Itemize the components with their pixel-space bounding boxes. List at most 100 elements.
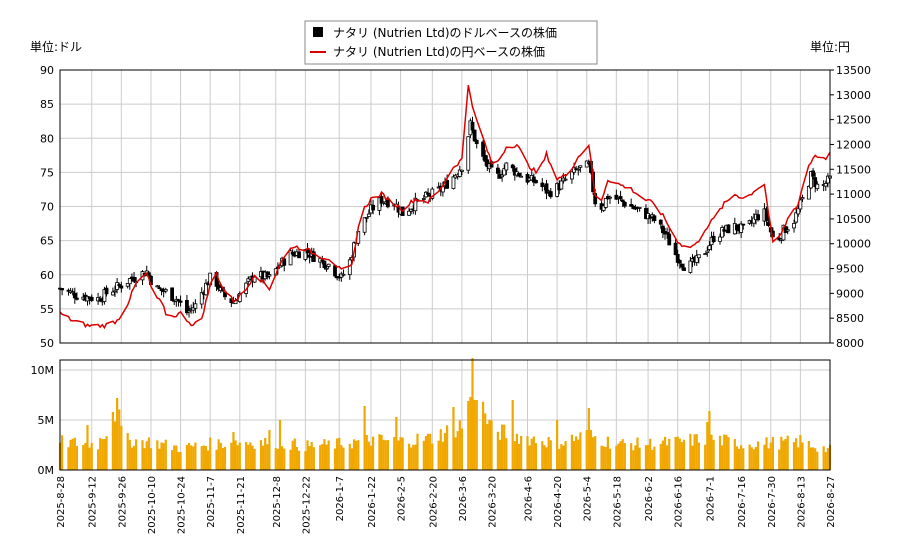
- candle-body: [517, 172, 521, 177]
- volume-bar: [541, 441, 544, 470]
- volume-bar: [456, 431, 459, 470]
- x-tick-label: 2026-7-16: [737, 476, 748, 528]
- right-tick-label: 13000: [836, 89, 871, 102]
- candle-body: [110, 291, 115, 296]
- volume-bar: [371, 436, 375, 470]
- volume-bar: [160, 442, 163, 470]
- x-tick-label: 2026-3-20: [488, 476, 499, 528]
- candle-body: [823, 183, 828, 187]
- candle-body: [470, 121, 475, 131]
- volume-bar: [564, 441, 567, 470]
- volume-bar: [765, 437, 768, 470]
- volume-bar: [116, 398, 119, 470]
- volume-bar: [261, 445, 265, 470]
- candle-body: [377, 197, 382, 211]
- volume-bar: [792, 442, 796, 470]
- candle-body: [500, 174, 505, 178]
- volume-bar: [378, 434, 381, 470]
- candle-body: [806, 185, 811, 200]
- candle-body: [341, 273, 346, 276]
- volume-bar: [515, 433, 519, 470]
- volume-bar: [608, 448, 612, 470]
- x-tick-label: 2025-11-21: [236, 476, 247, 534]
- volume-bar: [397, 440, 400, 470]
- candle-body: [570, 171, 574, 180]
- volume-bar: [363, 406, 366, 470]
- candle-body: [115, 282, 120, 290]
- candle-body: [608, 196, 612, 199]
- volume-bar: [740, 445, 743, 470]
- volume-bar: [141, 440, 144, 470]
- volume-bar: [697, 442, 700, 470]
- volume-bar: [454, 437, 457, 470]
- volume-bar: [88, 447, 91, 470]
- candle-body: [785, 229, 790, 232]
- volume-bar: [570, 434, 574, 470]
- volume-bar: [735, 446, 739, 470]
- candle-body: [193, 303, 198, 309]
- candle-body: [667, 233, 672, 246]
- candle-body: [756, 214, 760, 221]
- right-axis-ticks: 8000 8500 9000 9500 10000 10500 11000 11500 1200…: [830, 64, 871, 350]
- volume-bar: [756, 441, 760, 470]
- volume-bar: [278, 420, 282, 470]
- candle-body: [705, 250, 710, 253]
- left-tick-label: 75: [40, 166, 54, 179]
- volume-bar: [380, 434, 383, 470]
- volume-bar: [365, 435, 368, 470]
- volume-bar: [101, 439, 104, 470]
- left-tick-label: 85: [40, 98, 54, 111]
- volume-bar: [528, 445, 531, 470]
- volume-bar: [281, 446, 284, 470]
- volume-bar: [471, 358, 474, 470]
- x-tick-label: 2025-12-22: [301, 476, 312, 534]
- volume-bar: [90, 443, 93, 470]
- x-tick-label: 2025-10-10: [147, 476, 158, 534]
- candle-body: [718, 236, 722, 242]
- candle-body: [682, 267, 686, 271]
- right-tick-label: 8500: [836, 312, 864, 325]
- volume-bar: [532, 436, 535, 470]
- candle-body: [60, 288, 65, 291]
- volume-bar: [194, 442, 197, 470]
- x-tick-label: 2026-4-20: [553, 476, 564, 528]
- volume-bar: [386, 440, 389, 470]
- volume-bar: [649, 438, 652, 470]
- candle-body: [658, 219, 663, 225]
- candle-body: [421, 198, 426, 200]
- volume-bar: [600, 445, 603, 470]
- candle-body: [548, 191, 553, 198]
- x-tick-label: 2026-6-16: [674, 476, 685, 528]
- volume-bar: [367, 441, 370, 470]
- volume-bar: [577, 439, 580, 470]
- volume-bar: [219, 442, 222, 470]
- volume-bar: [234, 440, 237, 470]
- right-tick-label: 11000: [836, 188, 871, 201]
- candle-body: [407, 210, 411, 216]
- volume-tick-label: 5M: [38, 414, 55, 427]
- volume-bar: [784, 439, 787, 470]
- candle-body: [102, 289, 107, 302]
- volume-bar: [676, 436, 679, 470]
- candle-body: [620, 199, 625, 203]
- candle-body: [673, 242, 678, 256]
- volume-bar: [446, 425, 449, 470]
- volume-bar: [171, 450, 174, 470]
- volume-bar: [149, 448, 153, 470]
- candle-body: [707, 245, 712, 250]
- candle-body: [481, 141, 485, 157]
- volume-bar: [321, 444, 324, 470]
- volume-bar: [352, 439, 356, 470]
- volume-bar: [393, 437, 396, 470]
- candle-body: [170, 287, 175, 301]
- price-plot-frame: [59, 69, 831, 344]
- candle-body: [540, 182, 545, 187]
- volume-bar: [158, 448, 161, 470]
- volume-bar: [682, 439, 686, 470]
- volume-axis-ticks: 0M 5M 10M: [31, 364, 55, 477]
- candle-body: [792, 223, 796, 229]
- volume-bar: [223, 446, 227, 470]
- right-tick-label: 12500: [836, 114, 871, 127]
- volume-bar: [638, 447, 641, 470]
